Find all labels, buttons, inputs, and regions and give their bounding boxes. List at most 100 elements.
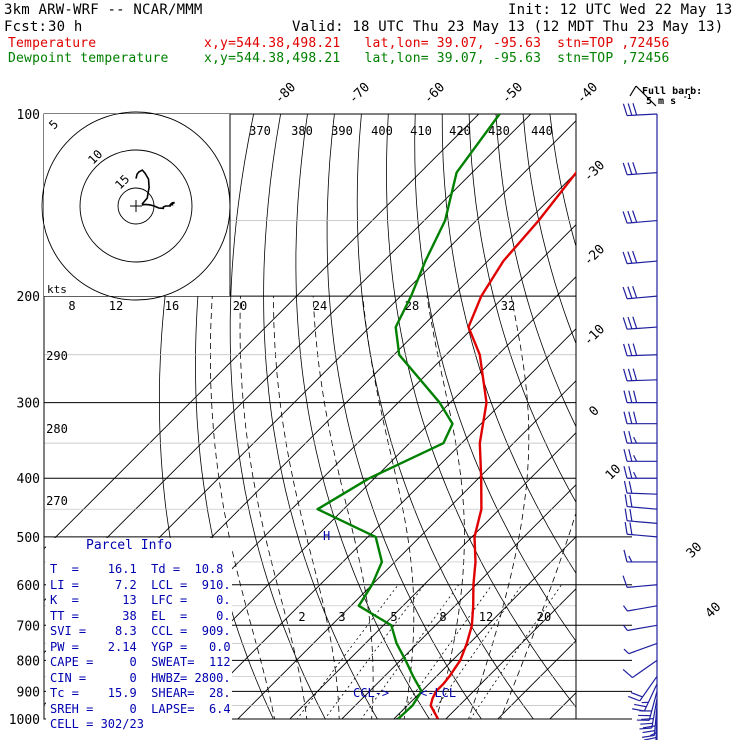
wind-barb-flag bbox=[623, 480, 628, 494]
mixing-ratio-line bbox=[296, 584, 399, 719]
hodograph-speed-label: 32 bbox=[501, 299, 515, 313]
wind-barb-staff bbox=[632, 659, 658, 679]
dry-adiabat-line bbox=[386, 114, 576, 708]
mixing-ratio-label: 3 bbox=[338, 610, 345, 624]
legend-dewpoint-info: x,y=544.38,498.21 lat,lon= 39.07, -95.63… bbox=[204, 51, 670, 66]
parcel-info-box: Parcel Info T = 16.1 Td = 10.8 LI = 7.2 … bbox=[46, 538, 232, 731]
wind-barb-flag bbox=[630, 691, 643, 698]
wind-barb-flag bbox=[622, 605, 628, 612]
wind-barb-staff bbox=[627, 172, 658, 176]
hodograph-speed-label: 8 bbox=[68, 299, 75, 313]
wind-barb-flag bbox=[627, 368, 633, 381]
wind-barb bbox=[622, 624, 658, 632]
wind-barb-staff bbox=[643, 683, 658, 712]
wind-barb-flag bbox=[627, 162, 633, 175]
wind-barb bbox=[628, 675, 658, 702]
mixing-ratio-label: 2 bbox=[298, 610, 305, 624]
isotherm-line bbox=[393, 536, 576, 719]
wind-barb-flag bbox=[627, 103, 633, 116]
parcel-row: K = 13 LFC = 0. bbox=[50, 593, 231, 607]
ccl-marker: CCL-> bbox=[353, 686, 389, 700]
wind-barb-staff bbox=[627, 520, 658, 524]
isotherm-label: -30 bbox=[581, 158, 608, 185]
barb-legend-superscript: -1 bbox=[683, 93, 691, 101]
parcel-row: CIN = 0 HWBZ= 2800. bbox=[50, 670, 231, 685]
wind-barb bbox=[622, 210, 658, 224]
dry-adiabat-line bbox=[712, 114, 740, 732]
pressure-tick-label: 100 bbox=[17, 108, 40, 123]
hodograph-speed-label: 12 bbox=[109, 299, 123, 313]
mixing-ratio-label: 8 bbox=[439, 610, 446, 624]
wind-barb bbox=[623, 449, 657, 462]
dry-adiabat-label: 370 bbox=[249, 124, 271, 138]
wind-barb bbox=[623, 480, 658, 495]
wind-barb bbox=[636, 691, 658, 721]
wind-barb bbox=[639, 698, 658, 730]
mixing-ratio-label: 12 bbox=[479, 610, 493, 624]
wind-barb-flag bbox=[623, 549, 628, 563]
wind-barb-flag bbox=[632, 708, 645, 712]
wind-barb-staff bbox=[627, 533, 658, 538]
wind-barb-flag bbox=[624, 521, 628, 535]
wind-barb-flag bbox=[623, 343, 628, 356]
wind-barb-flag bbox=[623, 411, 628, 424]
dry-adiabat-line bbox=[414, 114, 576, 642]
isotherm-label: -80 bbox=[272, 80, 299, 107]
wind-barb-flag bbox=[622, 624, 628, 631]
parcel-row: SVI = 8.3 CCL = 909. bbox=[50, 624, 231, 638]
moist-adiabat-line bbox=[426, 296, 465, 719]
forecast-hours: 30 h bbox=[48, 19, 83, 35]
pressure-tick-label: 700 bbox=[17, 619, 40, 634]
pressure-tick-label: 600 bbox=[17, 579, 40, 594]
wind-barb-flag bbox=[622, 103, 628, 116]
legend-temperature-name: Temperature bbox=[8, 36, 97, 51]
wind-barb-flag bbox=[623, 431, 628, 444]
wind-barb-flag bbox=[623, 466, 628, 479]
moist-adiabat-line bbox=[210, 296, 276, 719]
isotherm-line bbox=[445, 588, 576, 719]
wind-barb bbox=[623, 390, 657, 404]
wind-barb-flag bbox=[632, 286, 638, 299]
temperature-line bbox=[429, 170, 576, 719]
wind-barb-flag bbox=[628, 466, 633, 479]
dry-adiabat-label: 270 bbox=[46, 494, 68, 508]
wind-barb-flag bbox=[623, 648, 630, 655]
parcel-row: CAPE = 0 SWEAT= 112 bbox=[50, 655, 231, 669]
wind-barb-flag bbox=[622, 211, 628, 224]
dry-adiabat-line bbox=[685, 114, 740, 732]
wind-barb bbox=[622, 250, 658, 265]
wind-barb-flag bbox=[632, 343, 638, 356]
wind-barb-column bbox=[622, 103, 658, 740]
model-title: 3km ARW-WRF -- NCAR/MMM bbox=[4, 2, 203, 18]
isotherm-label: 40 bbox=[703, 600, 725, 622]
freezing-level-marker: H bbox=[323, 529, 330, 543]
wind-barb-flag bbox=[627, 251, 633, 264]
moist-adiabat-line bbox=[468, 296, 530, 719]
wind-barb-flag bbox=[633, 390, 638, 403]
wind-barb-staff bbox=[639, 675, 658, 702]
hodograph-speed-label: 16 bbox=[165, 299, 179, 313]
wind-barb bbox=[642, 705, 658, 738]
wind-barb-staff bbox=[627, 584, 658, 588]
wind-barb-flag bbox=[623, 368, 628, 382]
wind-barb-flag bbox=[628, 411, 633, 424]
pressure-tick-label: 500 bbox=[17, 531, 40, 546]
dry-adiabat-line bbox=[326, 114, 482, 719]
wind-barb bbox=[622, 605, 658, 612]
wind-barb-flag bbox=[622, 317, 628, 330]
isotherm-label: -20 bbox=[581, 242, 608, 269]
wind-barb-flag bbox=[622, 575, 628, 588]
wind-barb-staff bbox=[627, 113, 658, 117]
parcel-row: Tc = 15.9 SHEAR= 28. bbox=[50, 686, 231, 700]
wind-barb bbox=[624, 508, 658, 524]
wind-barb-flag bbox=[623, 390, 628, 403]
barb-legend: Full barb: 5 m s -1 bbox=[629, 85, 702, 107]
wind-barb-staff bbox=[627, 624, 658, 632]
isotherm-label: 10 bbox=[603, 462, 625, 484]
dry-adiabat-label: 430 bbox=[488, 124, 510, 138]
wind-barb-staff bbox=[648, 691, 658, 721]
init-time: Init: 12 UTC Wed 22 May 13 bbox=[508, 2, 733, 18]
hodograph-background bbox=[44, 114, 230, 296]
parcel-row: PW = 2.14 YGP = 0.0 bbox=[50, 639, 231, 654]
